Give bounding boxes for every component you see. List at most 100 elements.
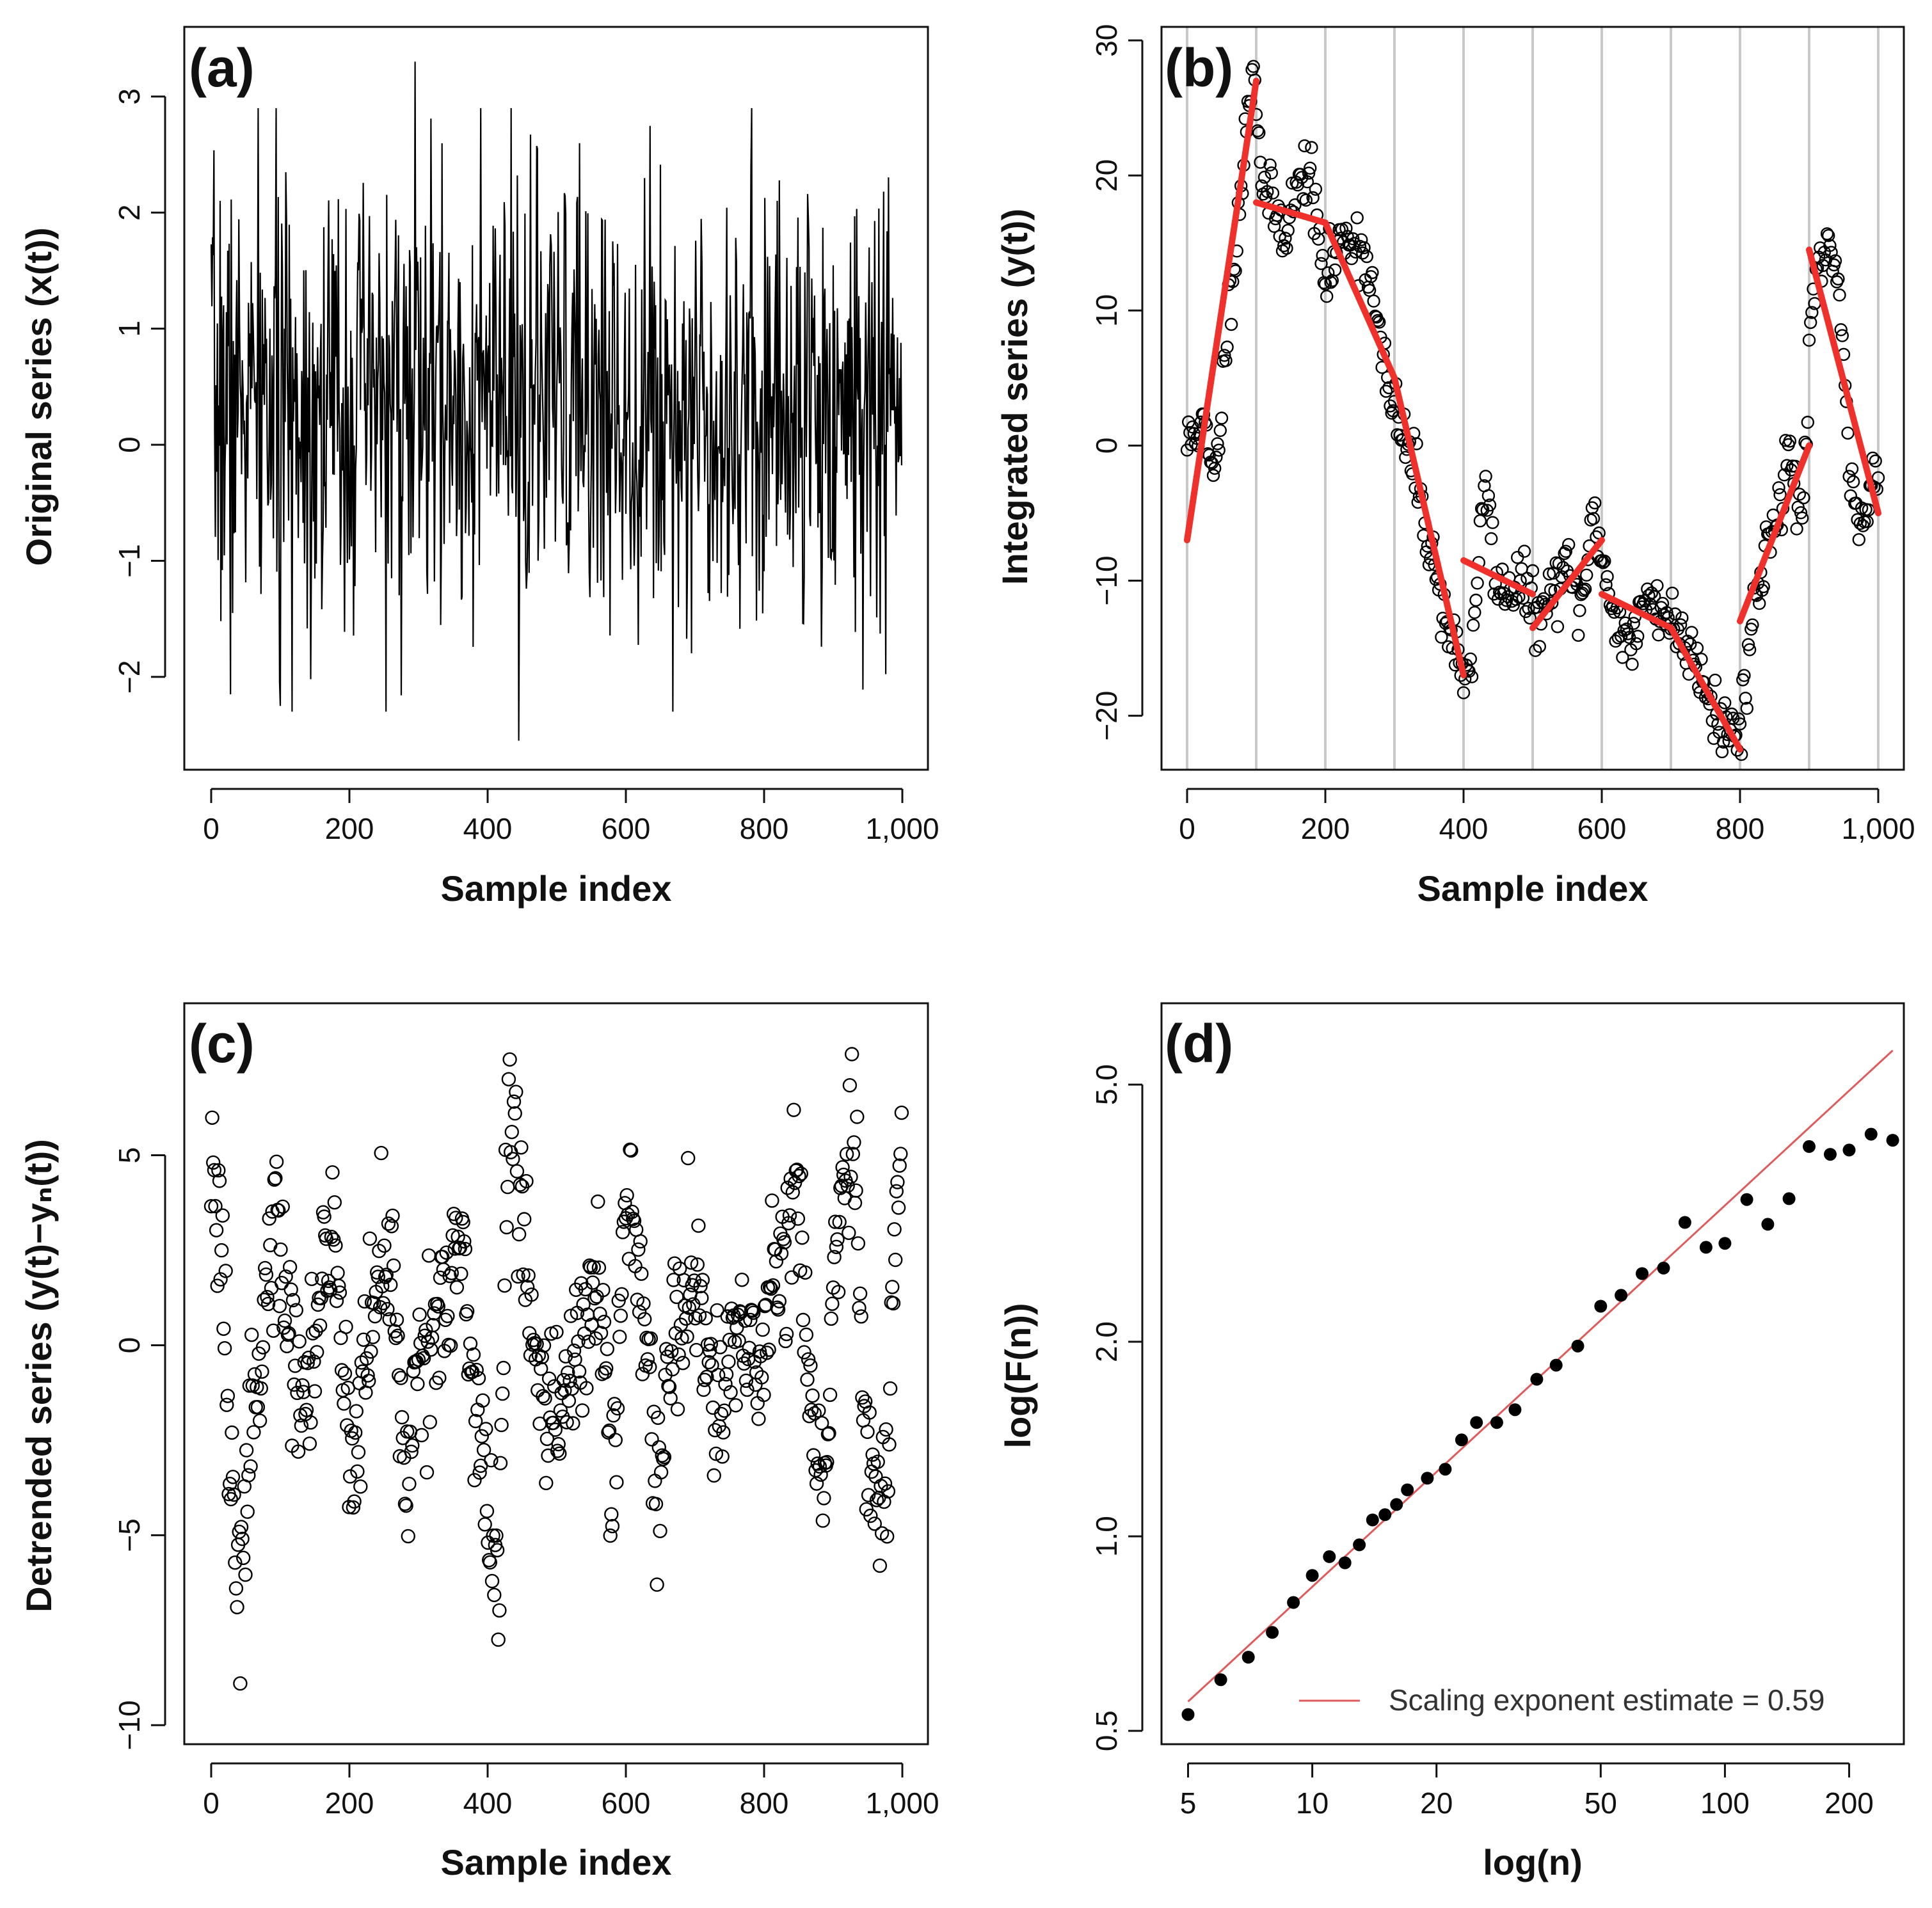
data-point — [257, 1292, 271, 1307]
data-point — [363, 1344, 378, 1359]
panel-d-axes: 5 10 20 50 100 200 0.5 1.0 2.0 5.0 — [1090, 1002, 1905, 1820]
data-point — [749, 1365, 764, 1380]
data-point — [283, 1282, 298, 1297]
data-point — [611, 1293, 626, 1308]
data-point — [538, 1391, 552, 1406]
data-point — [877, 1476, 893, 1491]
data-point — [1783, 434, 1797, 448]
data-point — [260, 1289, 275, 1305]
data-point — [220, 1397, 234, 1412]
data-point — [825, 1296, 840, 1311]
data-point — [765, 1193, 779, 1208]
c-y-tick-label: 5 — [113, 1147, 146, 1164]
d-y-tick-label: 1.0 — [1090, 1516, 1123, 1557]
data-point — [487, 1587, 502, 1603]
data-point — [1490, 1416, 1503, 1429]
data-point — [619, 1188, 634, 1203]
panel-b-axes: 0 200 400 600 800 1,000 −20 −10 0 10 20 30 — [1090, 24, 1915, 845]
b-x-tick-label: 200 — [1301, 812, 1350, 845]
c-x-tick-label: 600 — [602, 1786, 651, 1820]
data-point — [292, 1334, 307, 1349]
data-point — [489, 1528, 504, 1543]
data-point — [1835, 329, 1849, 342]
data-point — [362, 1374, 376, 1388]
data-point — [337, 1396, 351, 1411]
data-point — [1823, 239, 1837, 252]
data-point — [304, 1271, 319, 1287]
data-point — [811, 1403, 826, 1418]
data-point — [708, 1446, 724, 1461]
data-point — [296, 1385, 311, 1399]
data-point — [615, 1225, 630, 1239]
data-point — [422, 1248, 436, 1263]
data-point — [1715, 745, 1729, 759]
a-y-tick-label: 0 — [113, 436, 146, 453]
data-point — [259, 1267, 274, 1282]
data-point — [206, 1155, 221, 1170]
data-point — [449, 1280, 465, 1295]
data-point — [1871, 471, 1885, 484]
data-point — [384, 1219, 399, 1234]
data-point — [870, 1454, 885, 1469]
data-point — [781, 1216, 796, 1230]
data-point — [339, 1319, 353, 1335]
data-point — [1401, 1483, 1414, 1497]
panel-c-ylabel: Detrended series (y(t)−yₙ(t)) — [19, 1139, 59, 1612]
b-x-tick-label: 800 — [1716, 812, 1765, 845]
panel-d-points — [1181, 1127, 1899, 1721]
data-point — [394, 1371, 408, 1385]
data-point — [886, 1296, 901, 1311]
data-point — [1773, 488, 1787, 502]
data-point — [1733, 717, 1747, 731]
panel-d-ylabel: log(F(n)) — [998, 1303, 1038, 1449]
data-point — [742, 1340, 757, 1355]
data-point — [218, 1264, 233, 1278]
data-point — [827, 1214, 843, 1229]
data-point — [1356, 246, 1369, 260]
data-point — [541, 1448, 555, 1463]
data-point — [289, 1303, 303, 1317]
data-point — [467, 1473, 482, 1488]
trend-segment — [1737, 442, 1812, 624]
data-point — [1519, 605, 1533, 618]
panel-a-ylabel: Original series (x(t)) — [19, 227, 59, 566]
data-point — [1247, 60, 1260, 74]
data-point — [225, 1470, 241, 1484]
data-point — [571, 1364, 587, 1379]
data-point — [785, 1185, 801, 1200]
data-point — [282, 1260, 298, 1275]
data-point — [431, 1299, 445, 1314]
data-point — [1220, 340, 1234, 354]
data-point — [1214, 1673, 1227, 1687]
d-x-tick-label: 50 — [1585, 1786, 1617, 1820]
panel-a-series — [210, 61, 902, 741]
data-point — [769, 1254, 784, 1269]
data-point — [606, 1408, 621, 1423]
data-point — [1625, 657, 1639, 671]
data-point — [1379, 385, 1393, 398]
data-point — [719, 1367, 734, 1382]
data-point — [1802, 333, 1816, 347]
a-y-tick-label: 1 — [113, 321, 146, 337]
data-point — [324, 1229, 339, 1244]
data-point — [230, 1600, 244, 1615]
data-point — [1474, 502, 1489, 515]
data-point — [1265, 166, 1279, 180]
panel-b-trend-lines — [1184, 77, 1881, 753]
data-point — [850, 1109, 865, 1124]
d-frame — [1160, 1002, 1905, 1745]
data-point — [703, 1337, 719, 1351]
data-point — [1869, 454, 1882, 468]
data-point — [1732, 712, 1746, 726]
data-point — [416, 1351, 431, 1365]
data-point — [240, 1504, 255, 1519]
data-point — [1435, 630, 1448, 644]
data-point — [1486, 516, 1499, 529]
data-point — [325, 1165, 340, 1180]
data-point — [869, 1493, 884, 1507]
data-point — [346, 1500, 361, 1515]
trend-segment — [1599, 591, 1674, 632]
data-point — [663, 1391, 678, 1406]
data-point — [786, 1102, 801, 1117]
data-point — [228, 1555, 243, 1570]
